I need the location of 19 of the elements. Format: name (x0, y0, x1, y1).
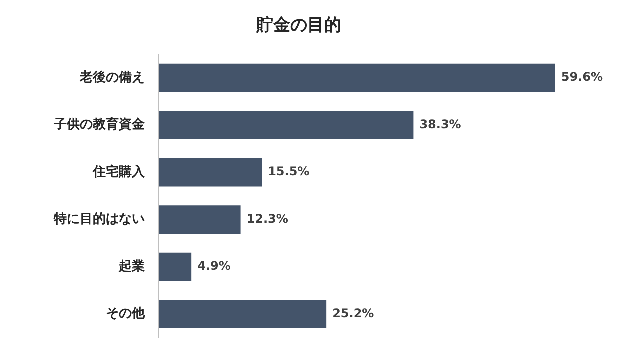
bar (159, 111, 414, 140)
y-tick-label: 子供の教育資金 (53, 116, 146, 133)
data-label: 4.9% (198, 259, 231, 274)
y-tick-label: 起業 (118, 259, 145, 274)
data-label: 25.2% (332, 306, 374, 320)
y-tick-label: 老後の備え (79, 69, 145, 86)
data-label: 59.6% (561, 70, 603, 84)
bar (159, 252, 192, 282)
bar (159, 300, 327, 329)
y-tick-label: 特に目的はない (53, 212, 145, 228)
bar (159, 158, 262, 187)
data-label: 15.5% (268, 164, 310, 179)
chart-title: 貯金の目的 (256, 16, 342, 36)
y-tick-label: その他 (106, 306, 146, 322)
bar (159, 64, 556, 92)
bar (159, 206, 241, 234)
data-label: 38.3% (420, 117, 462, 132)
data-label: 12.3% (246, 212, 288, 226)
y-tick-label: 住宅購入 (92, 164, 146, 180)
